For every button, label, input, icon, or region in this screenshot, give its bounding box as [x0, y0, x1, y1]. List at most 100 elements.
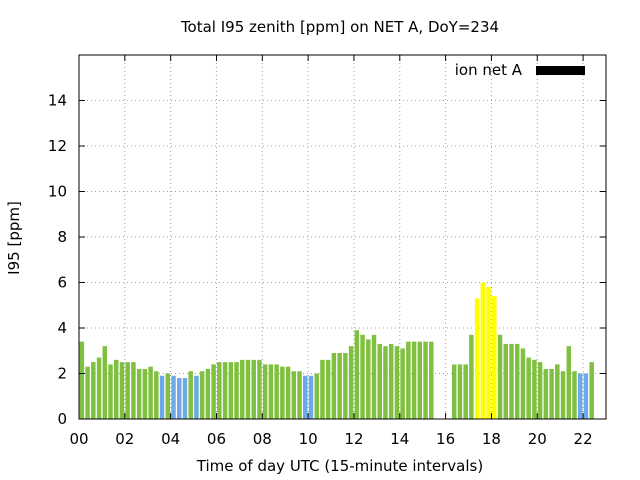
- bar: [234, 362, 239, 419]
- bar: [222, 362, 228, 419]
- bar: [400, 348, 405, 419]
- y-tick-label: 4: [57, 319, 67, 337]
- bar: [188, 371, 193, 419]
- bar: [429, 341, 434, 419]
- bar: [560, 371, 566, 419]
- x-tick-label: 20: [528, 430, 547, 448]
- bars: [79, 282, 594, 419]
- bar: [165, 373, 171, 419]
- bar: [486, 287, 491, 419]
- bar: [240, 359, 245, 419]
- bar: [108, 364, 113, 419]
- bar: [503, 343, 508, 419]
- bar: [348, 346, 354, 419]
- bar: [457, 364, 463, 419]
- bar: [251, 359, 256, 419]
- bar: [142, 368, 148, 419]
- bar: [113, 359, 119, 419]
- bar: [228, 362, 234, 419]
- bar: [366, 339, 371, 419]
- bar: [394, 346, 400, 419]
- y-tick-label: 14: [48, 92, 67, 110]
- bar: [406, 341, 411, 419]
- bar: [320, 359, 325, 419]
- y-tick-label: 2: [57, 365, 67, 383]
- x-tick-label: 04: [161, 430, 180, 448]
- x-tick-label: 18: [482, 430, 501, 448]
- x-tick-label: 00: [69, 430, 88, 448]
- bar: [411, 341, 417, 419]
- bar: [177, 378, 182, 419]
- grid: [79, 55, 606, 419]
- bar: [303, 375, 308, 419]
- bar: [572, 371, 577, 419]
- bar: [262, 364, 268, 419]
- bar: [526, 357, 531, 419]
- bar: [331, 353, 337, 419]
- bar: [182, 378, 188, 419]
- y-tick-labels: 0 2 4 6 8 10 12 14: [48, 92, 67, 429]
- ticks: [78, 55, 606, 420]
- bar: [268, 364, 274, 419]
- bar: [354, 330, 360, 419]
- bar: [492, 296, 497, 419]
- bar: [474, 298, 480, 419]
- bar: [211, 364, 216, 419]
- bar: [148, 366, 153, 419]
- bar: [159, 375, 165, 419]
- bar: [297, 371, 302, 419]
- bar: [343, 353, 348, 419]
- legend: ion net A: [455, 61, 585, 79]
- bar: [377, 343, 382, 419]
- y-tick-label: 6: [57, 274, 67, 292]
- bar: [314, 373, 319, 419]
- bar: [589, 362, 594, 419]
- bar: [469, 334, 474, 419]
- bar: [308, 375, 314, 419]
- x-axis-label: Time of day UTC (15-minute intervals): [196, 457, 483, 475]
- bar: [583, 373, 589, 419]
- legend-swatch: [536, 66, 585, 75]
- bar: [520, 348, 526, 419]
- x-tick-label: 16: [436, 430, 455, 448]
- bar: [154, 371, 159, 419]
- bar: [549, 368, 554, 419]
- y-tick-label: 10: [48, 183, 67, 201]
- bar: [171, 375, 176, 419]
- bar: [205, 368, 211, 419]
- bar: [543, 368, 549, 419]
- bar: [388, 343, 394, 419]
- bar: [119, 362, 125, 419]
- bar: [423, 341, 428, 419]
- y-tick-label: 8: [57, 228, 67, 246]
- bar: [85, 366, 90, 419]
- bar: [371, 334, 377, 419]
- bar: [96, 357, 102, 419]
- legend-label: ion net A: [455, 61, 523, 79]
- bar: [91, 362, 96, 419]
- bar: [537, 362, 543, 419]
- x-tick-label: 14: [390, 430, 409, 448]
- bar: [497, 334, 503, 419]
- x-tick-label: 10: [299, 430, 318, 448]
- bar: [532, 359, 537, 419]
- bar: [79, 341, 85, 419]
- bar: [514, 343, 520, 419]
- bar: [451, 364, 457, 419]
- bar: [280, 366, 285, 419]
- bar: [325, 359, 331, 419]
- bar: [136, 368, 142, 419]
- x-tick-label: 22: [574, 430, 593, 448]
- bar: [217, 362, 222, 419]
- bar: [274, 364, 279, 419]
- bar: [257, 359, 262, 419]
- bar: [577, 373, 583, 419]
- bar: [566, 346, 572, 419]
- bar: [125, 362, 130, 419]
- bar: [194, 375, 199, 419]
- bar: [102, 346, 108, 419]
- bar: [199, 371, 205, 419]
- chart-title: Total I95 zenith [ppm] on NET A, DoY=234: [180, 18, 499, 36]
- bar: [131, 362, 136, 419]
- x-tick-label: 06: [207, 430, 226, 448]
